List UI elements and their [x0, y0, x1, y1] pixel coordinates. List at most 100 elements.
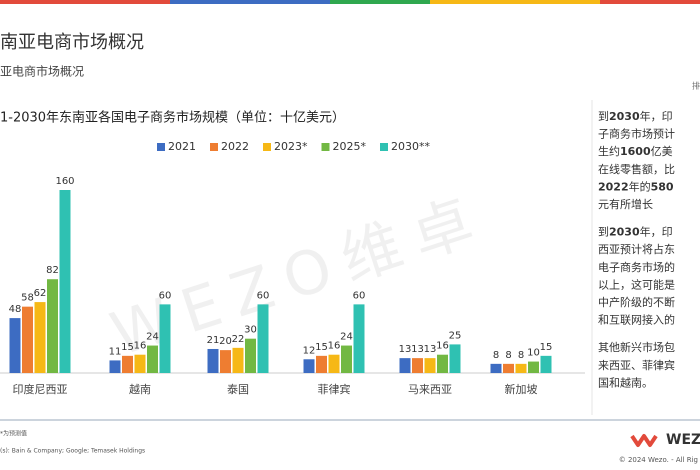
data-label: 60	[353, 290, 366, 301]
data-label: 8	[493, 350, 499, 361]
data-label: 58	[21, 293, 34, 304]
legend-label: 2021	[168, 140, 196, 153]
data-label: 8	[518, 350, 524, 361]
legend-label: 2030**	[391, 140, 430, 153]
sidebar-text: 和互联网接入的	[598, 313, 675, 327]
sidebar-line: 到2030年，印	[598, 225, 673, 239]
bar	[147, 345, 158, 373]
stripe	[330, 0, 430, 4]
sidebar-text: 国和越南。	[598, 375, 653, 389]
legend-swatch	[380, 143, 388, 151]
data-label: 24	[340, 332, 353, 343]
sidebar-text: 元有所增长	[598, 197, 653, 211]
bar	[316, 355, 327, 373]
sidebar-text: 2030	[609, 110, 640, 123]
data-label: 20	[219, 336, 232, 347]
bar	[490, 363, 502, 373]
legend-label: 2022	[221, 140, 249, 153]
sidebar-line: 生约1600亿美	[598, 144, 673, 158]
sidebar-line: 子商务市场预计	[598, 127, 675, 141]
data-label: 24	[146, 332, 159, 343]
page-subtitle: 亚电商市场概况	[0, 64, 84, 79]
data-label: 82	[46, 265, 59, 276]
x-tick-label: 印度尼西亚	[13, 382, 68, 396]
source: (s): Bain & Company; Google; Temasek Hol…	[0, 448, 145, 455]
bar	[34, 302, 46, 373]
bar	[159, 304, 171, 373]
x-tick-label: 马来西亚	[408, 383, 452, 396]
sidebar-text: 中产阶级的不断	[598, 295, 675, 309]
data-label: 60	[257, 290, 270, 301]
bar	[257, 304, 269, 373]
corner-text: 排	[692, 81, 700, 91]
data-label: 30	[244, 325, 257, 336]
bar	[9, 318, 21, 373]
legend-swatch	[321, 143, 330, 151]
x-tick-label: 新加坡	[505, 382, 538, 396]
data-label: 62	[34, 288, 47, 299]
sidebar-line: 电子商务市场的	[598, 260, 675, 274]
data-label: 15	[315, 342, 328, 353]
sidebar-line: 西亚预计将占东	[598, 242, 675, 256]
logo-text: WEZO	[666, 432, 700, 448]
data-label: 25	[449, 330, 462, 341]
sidebar-text: 1600	[620, 145, 651, 158]
bar	[515, 363, 527, 373]
page-title: 南亚电商市场概况	[0, 32, 144, 53]
data-label: 13	[399, 344, 412, 355]
data-label: 160	[55, 176, 74, 187]
data-label: 21	[207, 335, 220, 346]
bar	[399, 358, 411, 373]
data-label: 48	[9, 304, 22, 315]
bar	[540, 355, 552, 373]
sidebar-text: 2030	[609, 226, 640, 239]
sidebar-text: 2022	[598, 180, 629, 193]
data-label: 12	[303, 345, 316, 356]
bar	[424, 358, 436, 373]
sidebar-line: 到2030年，印	[598, 109, 673, 123]
bar	[328, 354, 340, 373]
data-label: 10	[527, 348, 540, 359]
data-label: 22	[232, 334, 245, 345]
stripe	[0, 0, 170, 4]
sidebar-line: 中产阶级的不断	[598, 295, 675, 309]
sidebar-text: 以上，这可能是	[598, 277, 675, 291]
bar	[109, 360, 121, 373]
sidebar-text: 到	[598, 110, 609, 123]
sidebar-text: 生约	[598, 144, 620, 158]
sidebar-line: 在线零售额，比	[598, 162, 675, 176]
bar	[341, 345, 352, 373]
data-label: 60	[159, 290, 172, 301]
data-label: 8	[505, 350, 511, 361]
data-label: 16	[328, 341, 341, 352]
bar	[220, 350, 231, 373]
bar	[412, 358, 423, 373]
bar	[47, 279, 58, 373]
x-tick-label: 菲律宾	[318, 382, 351, 396]
data-label: 16	[436, 341, 449, 352]
bar	[503, 363, 514, 373]
sidebar-text: 580	[651, 180, 674, 193]
legend-swatch	[157, 143, 165, 151]
bar	[437, 354, 448, 373]
x-tick-label: 越南	[129, 382, 151, 396]
x-tick-label: 泰国	[227, 382, 249, 396]
stripe	[600, 0, 700, 4]
sidebar-text: 年，印	[640, 225, 673, 239]
sidebar-line: 以上，这可能是	[598, 277, 675, 291]
copyright: © 2024 Wezo. - All Rig	[619, 456, 698, 464]
legend-swatch	[263, 143, 271, 151]
bar	[207, 348, 219, 373]
data-label: 15	[540, 342, 553, 353]
sidebar-text: 其他新兴市场包	[598, 340, 675, 354]
sidebar-line: 国和越南。	[598, 375, 653, 389]
stripe	[170, 0, 330, 4]
bar	[245, 338, 256, 373]
sidebar-text: 西亚预计将占东	[598, 242, 675, 256]
sidebar-line: 来西亚、菲律宾	[598, 358, 675, 372]
bar	[449, 344, 461, 373]
logo: WEZO	[630, 432, 700, 448]
bar	[232, 347, 244, 373]
